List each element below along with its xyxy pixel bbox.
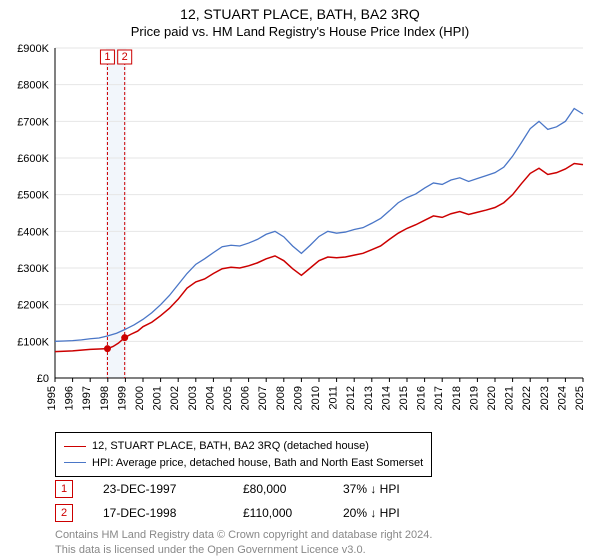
event-price: £110,000 <box>243 506 313 520</box>
svg-text:2020: 2020 <box>486 386 498 410</box>
svg-text:1: 1 <box>104 51 110 63</box>
svg-text:2013: 2013 <box>363 386 375 410</box>
legend: 12, STUART PLACE, BATH, BA2 3RQ (detache… <box>55 432 432 477</box>
svg-text:2018: 2018 <box>451 386 463 410</box>
event-hpi: 20% ↓ HPI <box>343 506 433 520</box>
svg-text:2: 2 <box>122 51 128 63</box>
attribution-line2: This data is licensed under the Open Gov… <box>55 543 432 558</box>
legend-swatch <box>64 446 86 447</box>
attribution: Contains HM Land Registry data © Crown c… <box>55 528 432 559</box>
svg-text:2015: 2015 <box>398 386 410 410</box>
svg-text:2008: 2008 <box>275 386 287 410</box>
legend-item: HPI: Average price, detached house, Bath… <box>64 455 423 472</box>
svg-text:1999: 1999 <box>116 386 128 410</box>
svg-text:2017: 2017 <box>433 386 445 410</box>
svg-text:£400K: £400K <box>17 226 49 238</box>
event-marker: 1 <box>55 480 73 498</box>
svg-text:2006: 2006 <box>240 386 252 410</box>
svg-text:2025: 2025 <box>574 386 586 410</box>
legend-label: HPI: Average price, detached house, Bath… <box>92 455 423 472</box>
svg-text:£500K: £500K <box>17 190 49 202</box>
svg-text:1995: 1995 <box>46 386 58 410</box>
svg-text:2012: 2012 <box>345 386 357 410</box>
svg-text:2007: 2007 <box>257 386 269 410</box>
event-price: £80,000 <box>243 482 313 496</box>
svg-text:1998: 1998 <box>99 386 111 410</box>
svg-text:2003: 2003 <box>187 386 199 410</box>
svg-text:2014: 2014 <box>380 386 392 410</box>
svg-text:£200K: £200K <box>17 300 49 312</box>
svg-text:2005: 2005 <box>222 386 234 410</box>
svg-text:£600K: £600K <box>17 153 49 165</box>
event-date: 17-DEC-1998 <box>103 506 213 520</box>
svg-text:2024: 2024 <box>556 386 568 410</box>
svg-text:£900K: £900K <box>17 43 49 55</box>
event-hpi: 37% ↓ HPI <box>343 482 433 496</box>
svg-text:1997: 1997 <box>81 386 93 410</box>
svg-text:2001: 2001 <box>152 386 164 410</box>
legend-label: 12, STUART PLACE, BATH, BA2 3RQ (detache… <box>92 438 369 455</box>
svg-text:£300K: £300K <box>17 263 49 275</box>
event-row: 2 17-DEC-1998 £110,000 20% ↓ HPI <box>55 504 433 522</box>
legend-item: 12, STUART PLACE, BATH, BA2 3RQ (detache… <box>64 438 423 455</box>
event-table: 1 23-DEC-1997 £80,000 37% ↓ HPI 2 17-DEC-1998… <box>55 474 433 522</box>
svg-text:2002: 2002 <box>169 386 181 410</box>
svg-text:2009: 2009 <box>292 386 304 410</box>
svg-text:2010: 2010 <box>310 386 322 410</box>
svg-text:2022: 2022 <box>521 386 533 410</box>
svg-text:£700K: £700K <box>17 116 49 128</box>
svg-text:2016: 2016 <box>416 386 428 410</box>
price-chart: £0 £100K £200K £300K £400K £500K £600K £700K £80… <box>0 0 600 430</box>
svg-text:2019: 2019 <box>468 386 480 410</box>
svg-text:2004: 2004 <box>204 386 216 410</box>
event-row: 1 23-DEC-1997 £80,000 37% ↓ HPI <box>55 480 433 498</box>
svg-text:2023: 2023 <box>539 386 551 410</box>
svg-text:£100K: £100K <box>17 336 49 348</box>
attribution-line1: Contains HM Land Registry data © Crown c… <box>55 528 432 543</box>
event-marker: 2 <box>55 504 73 522</box>
legend-swatch <box>64 462 86 463</box>
svg-text:2021: 2021 <box>504 386 516 410</box>
svg-text:1996: 1996 <box>64 386 76 410</box>
event-date: 23-DEC-1997 <box>103 482 213 496</box>
svg-text:£800K: £800K <box>17 80 49 92</box>
svg-text:£0: £0 <box>37 373 49 385</box>
svg-text:2011: 2011 <box>328 386 340 410</box>
svg-text:2000: 2000 <box>134 386 146 410</box>
